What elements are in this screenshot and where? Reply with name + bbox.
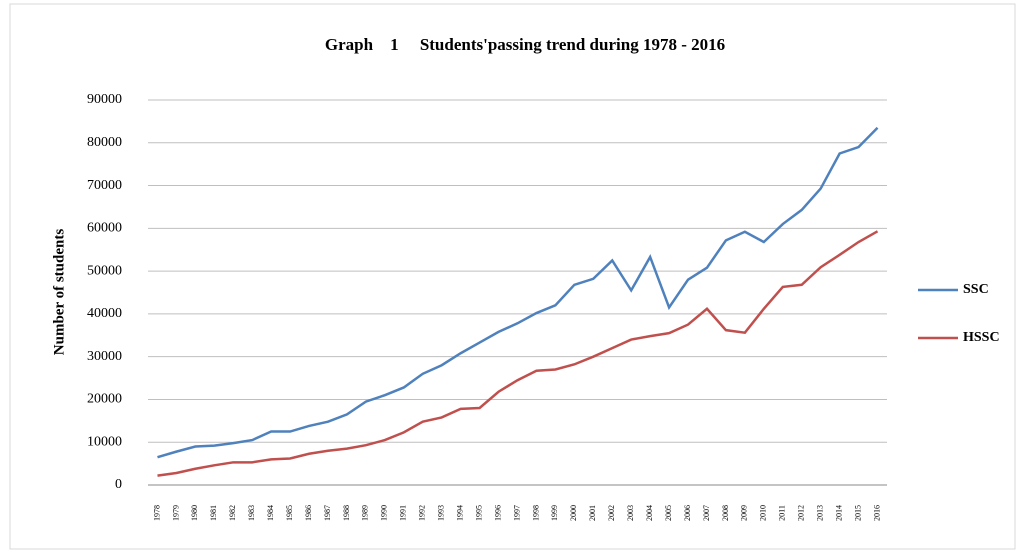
x-tick-label: 1981 (209, 505, 218, 521)
x-tick-label: 2005 (664, 505, 673, 521)
x-tick-label: 2016 (872, 505, 881, 521)
x-tick-label: 2009 (740, 505, 749, 521)
x-tick-label: 1983 (247, 505, 256, 521)
x-tick-label: 2006 (683, 505, 692, 521)
x-tick-label: 1996 (493, 505, 502, 521)
x-tick-label: 1978 (152, 505, 161, 521)
x-tick-label: 1990 (380, 505, 389, 521)
x-tick-label: 1984 (266, 505, 275, 521)
chart-frame (9, 3, 1016, 550)
x-tick-label: 1980 (190, 505, 199, 521)
y-tick-label: 20000 (87, 392, 122, 407)
y-tick-label: 60000 (87, 221, 122, 236)
x-tick-label: 2000 (569, 505, 578, 521)
x-tick-label: 1982 (228, 505, 237, 521)
x-tick-label: 1987 (323, 505, 332, 521)
x-tick-label: 2010 (759, 505, 768, 521)
y-tick-label: 40000 (87, 306, 122, 321)
x-tick-label: 1993 (437, 505, 446, 521)
x-tick-label: 1979 (171, 505, 180, 521)
legend-label: SSC (963, 282, 989, 297)
y-axis-label: Number of students (51, 229, 67, 356)
x-tick-label: 2004 (645, 505, 654, 521)
x-tick-label: 1985 (285, 505, 294, 521)
x-tick-label: 1997 (512, 505, 521, 521)
y-tick-label: 10000 (87, 434, 122, 449)
x-tick-label: 1989 (361, 505, 370, 521)
x-tick-label: 1992 (418, 505, 427, 521)
y-tick-label: 0 (115, 477, 122, 492)
series-line (157, 126, 879, 459)
series-line (157, 230, 879, 477)
y-tick-label: 70000 (87, 178, 122, 193)
x-tick-label: 2001 (588, 505, 597, 521)
x-tick-label: 2003 (626, 505, 635, 521)
y-tick-label: 80000 (87, 135, 122, 150)
x-tick-label: 1998 (531, 505, 540, 521)
x-tick-label: 2002 (607, 505, 616, 521)
y-tick-label: 90000 (87, 92, 122, 107)
x-tick-label: 1995 (474, 505, 483, 521)
x-tick-label: 2008 (721, 505, 730, 521)
x-tick-label: 2014 (834, 505, 843, 521)
x-tick-label: 2013 (816, 505, 825, 521)
x-tick-label: 1994 (455, 505, 464, 521)
x-tick-label: 1986 (304, 505, 313, 521)
y-tick-label: 30000 (87, 349, 122, 364)
x-tick-label: 1988 (342, 505, 351, 521)
x-tick-label: 2011 (778, 505, 787, 521)
chart-title: Graph 1 Students'passing trend during 19… (325, 35, 725, 54)
y-tick-label: 50000 (87, 263, 122, 278)
x-tick-label: 2015 (853, 505, 862, 521)
x-tick-label: 1999 (550, 505, 559, 521)
x-tick-label: 2012 (797, 505, 806, 521)
legend-label: HSSC (963, 330, 1000, 345)
x-tick-label: 1991 (399, 505, 408, 521)
x-tick-label: 2007 (702, 505, 711, 521)
